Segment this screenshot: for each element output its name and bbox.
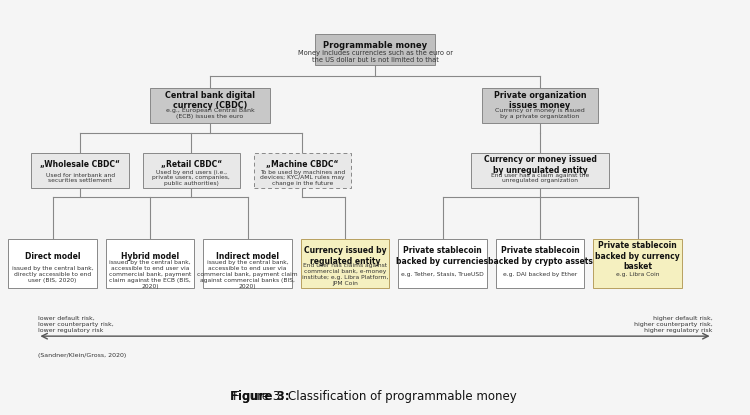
FancyBboxPatch shape [8, 239, 97, 288]
Text: Currency issued by
regulated entity: Currency issued by regulated entity [304, 247, 386, 266]
FancyBboxPatch shape [150, 88, 270, 124]
FancyBboxPatch shape [315, 34, 435, 65]
Text: Figure 3: Classification of programmable money: Figure 3: Classification of programmable… [233, 390, 517, 403]
Text: Private stablecoin
backed by crypto assets: Private stablecoin backed by crypto asse… [488, 247, 592, 266]
Text: Currency or money issued
by unregulated entity: Currency or money issued by unregulated … [484, 155, 596, 175]
Text: Central bank digital
currency (CBDC): Central bank digital currency (CBDC) [165, 91, 255, 110]
FancyBboxPatch shape [254, 153, 351, 188]
FancyBboxPatch shape [482, 88, 598, 124]
FancyBboxPatch shape [106, 239, 194, 288]
Text: e.g. DAI backed by Ether: e.g. DAI backed by Ether [503, 272, 578, 277]
Text: issued by the central bank,
accessible to end user via
commercial bank, payment : issued by the central bank, accessible t… [197, 260, 298, 288]
FancyBboxPatch shape [203, 239, 292, 288]
Text: Used by end users (i.e.,
private users, companies,
public authorities): Used by end users (i.e., private users, … [152, 170, 230, 186]
Text: issued by the central bank,
directly accessible to end
user (BIS, 2020): issued by the central bank, directly acc… [12, 266, 93, 283]
FancyBboxPatch shape [398, 239, 487, 288]
Text: Programmable money: Programmable money [323, 41, 427, 50]
Text: End user has a claim against the
unregulated organization: End user has a claim against the unregul… [490, 173, 590, 183]
Text: issued by the central bank,
accessible to end user via
commercial bank, payment
: issued by the central bank, accessible t… [109, 260, 191, 288]
Text: Currency or money is issued
by a private organization: Currency or money is issued by a private… [495, 108, 585, 119]
FancyBboxPatch shape [301, 239, 389, 288]
Text: e.g. Libra Coin: e.g. Libra Coin [616, 272, 659, 277]
Text: Money includes currencies such as the euro or
the US dollar but is not limited t: Money includes currencies such as the eu… [298, 50, 452, 63]
Text: To be used by machines and
devices; KYC/AML rules may
change in the future: To be used by machines and devices; KYC/… [260, 170, 345, 186]
FancyBboxPatch shape [471, 153, 609, 188]
Text: Direct model: Direct model [25, 251, 80, 261]
Text: Indirect model: Indirect model [216, 251, 279, 261]
Text: Hybrid model: Hybrid model [121, 251, 179, 261]
Text: Used for interbank and
securities settlement: Used for interbank and securities settle… [46, 173, 115, 183]
Text: e.g. Tether, Stasis, TrueUSD: e.g. Tether, Stasis, TrueUSD [401, 272, 484, 277]
FancyBboxPatch shape [32, 153, 129, 188]
Text: Private stablecoin
backed by currencies: Private stablecoin backed by currencies [397, 247, 488, 266]
Text: Figure 3:: Figure 3: [230, 390, 294, 403]
Text: „Wholesale CBDC“: „Wholesale CBDC“ [40, 160, 120, 169]
FancyBboxPatch shape [142, 153, 240, 188]
Text: (Sandner/Klein/Gross, 2020): (Sandner/Klein/Gross, 2020) [38, 353, 126, 358]
Text: Private stablecoin
backed by currency
basket: Private stablecoin backed by currency ba… [596, 241, 680, 271]
FancyBboxPatch shape [593, 239, 682, 288]
Text: lower default risk,
lower counterparty risk,
lower regulatory risk: lower default risk, lower counterparty r… [38, 316, 113, 333]
Text: Private organization
issues money: Private organization issues money [494, 91, 586, 110]
Text: higher default risk,
higher counterparty risk,
higher regulatory risk: higher default risk, higher counterparty… [634, 316, 712, 333]
Text: „Machine CBDC“: „Machine CBDC“ [266, 160, 338, 169]
Text: „Retail CBDC“: „Retail CBDC“ [160, 160, 222, 169]
FancyBboxPatch shape [496, 239, 584, 288]
Text: e.g., European Central Bank
(ECB) issues the euro: e.g., European Central Bank (ECB) issues… [166, 108, 254, 119]
Text: End user has claims against
commercial bank, e-money
institute; e.g. Libra Platf: End user has claims against commercial b… [302, 263, 388, 286]
